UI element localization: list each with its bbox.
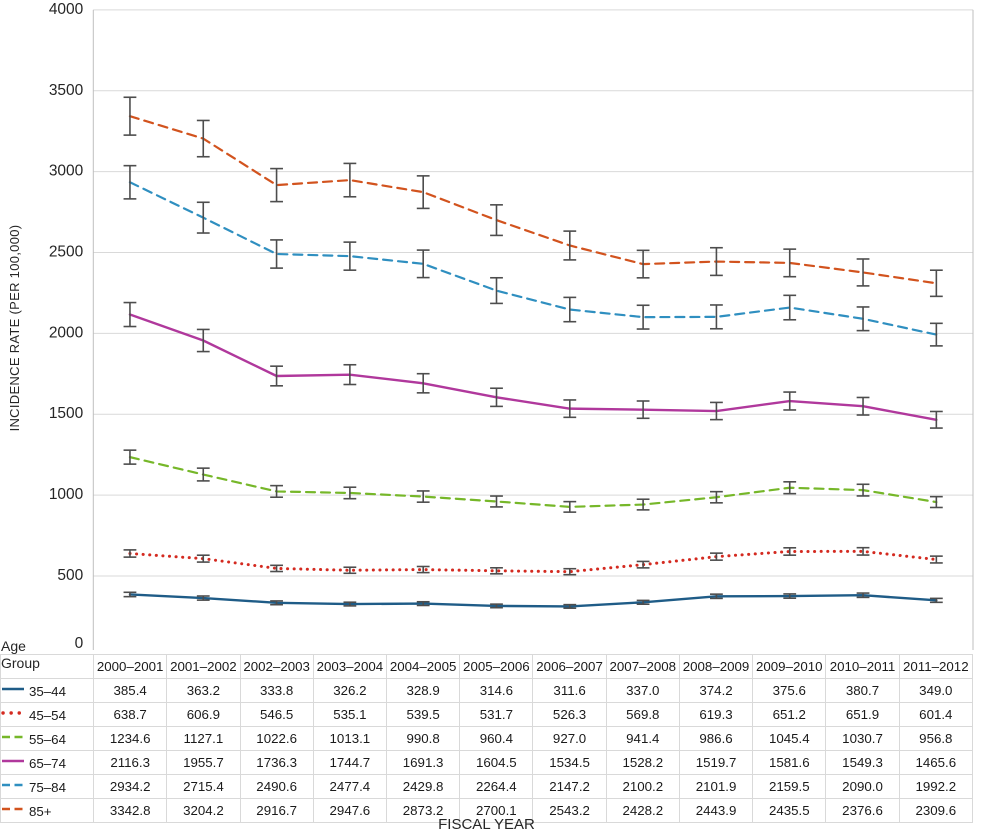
svg-text:1000: 1000 bbox=[49, 486, 84, 503]
svg-text:3000: 3000 bbox=[49, 163, 84, 180]
svg-text:500: 500 bbox=[57, 567, 83, 584]
svg-text:1500: 1500 bbox=[49, 405, 84, 422]
svg-text:3500: 3500 bbox=[49, 82, 84, 99]
svg-text:4000: 4000 bbox=[49, 1, 84, 18]
svg-text:2000: 2000 bbox=[49, 324, 84, 341]
svg-text:0: 0 bbox=[75, 635, 84, 650]
svg-text:2500: 2500 bbox=[49, 243, 84, 260]
